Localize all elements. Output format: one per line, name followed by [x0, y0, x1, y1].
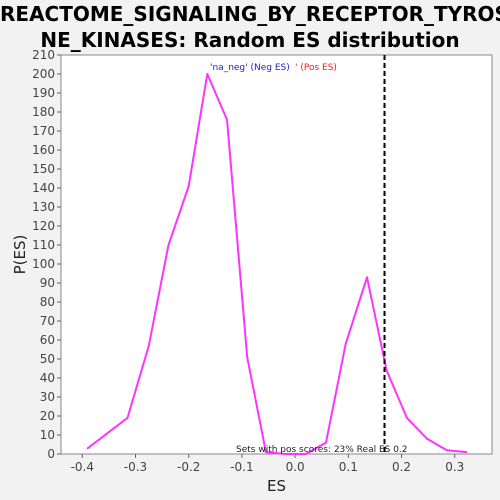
data-point — [385, 369, 388, 372]
x-tick-label: -0.2 — [177, 460, 200, 474]
y-tick-label: 30 — [40, 390, 55, 404]
x-tick-label: 0.3 — [445, 460, 464, 474]
data-point — [284, 453, 287, 455]
data-point — [226, 118, 228, 121]
x-tick-label: 0.2 — [392, 460, 411, 474]
y-tick-label: 160 — [32, 143, 55, 157]
data-point — [465, 451, 468, 453]
plot-area — [60, 54, 493, 455]
y-tick-label: 40 — [40, 371, 55, 385]
y-axis: 0 10 20 30 40 50 60 70 80 90 100 110 120 130 140 150 160… — [32, 48, 61, 461]
x-axis: -0.4 -0.3 -0.2 -0.1 0.0 0.1 0.2 0.3 — [71, 454, 464, 474]
y-tick-label: 210 — [32, 48, 55, 62]
data-point — [187, 185, 190, 188]
y-tick-label: 90 — [40, 276, 55, 290]
x-tick-label: -0.4 — [71, 460, 94, 474]
y-tick-label: 120 — [32, 219, 55, 233]
data-point — [344, 342, 347, 345]
y-tick-label: 60 — [40, 333, 55, 347]
data-point — [206, 73, 209, 75]
x-axis-label: ES — [267, 477, 286, 495]
y-tick-label: 110 — [32, 238, 55, 252]
y-tick-label: 180 — [32, 105, 55, 119]
x-tick-label: -0.1 — [230, 460, 253, 474]
y-tick-label: 200 — [32, 67, 55, 81]
data-point — [246, 356, 249, 358]
data-point — [304, 453, 307, 455]
data-point — [86, 447, 89, 450]
y-tick-label: 190 — [32, 86, 55, 100]
y-tick-label: 80 — [40, 295, 55, 309]
annotation-text: Sets with pos scores: 23% Real ES 0.2 — [236, 445, 408, 455]
data-point — [325, 441, 327, 444]
x-tick-label: 0.0 — [286, 460, 305, 474]
x-tick-label: -0.3 — [124, 460, 147, 474]
y-tick-label: 140 — [32, 181, 55, 195]
data-point — [426, 437, 428, 440]
y-tick-label: 130 — [32, 200, 55, 214]
y-tick-label: 70 — [40, 314, 55, 328]
chart-title-line2: NE_KINASES: Random ES distribution — [40, 28, 460, 52]
y-tick-label: 20 — [40, 409, 55, 423]
x-tick-label: 0.1 — [339, 460, 358, 474]
data-point — [264, 451, 267, 453]
y-axis-label: P(ES) — [11, 235, 29, 275]
chart-title-line1: REACTOME_SIGNALING_BY_RECEPTOR_TYROSI — [0, 2, 500, 26]
y-tick-label: 150 — [32, 162, 55, 176]
data-point — [445, 449, 448, 452]
y-tick-label: 100 — [32, 257, 55, 271]
legend-pos: ' (Pos ES) — [295, 63, 337, 73]
data-point — [147, 344, 150, 347]
y-tick-label: 170 — [32, 124, 55, 138]
y-tick-label: 50 — [40, 352, 55, 366]
y-tick-label: 10 — [40, 428, 55, 442]
series-layer — [86, 73, 468, 455]
legend-neg: 'na_neg' (Neg ES) — [210, 63, 290, 73]
y-tick-label: 0 — [47, 447, 55, 461]
data-point — [366, 276, 368, 279]
data-point — [167, 244, 170, 246]
data-point — [405, 417, 408, 419]
data-point — [126, 417, 129, 419]
